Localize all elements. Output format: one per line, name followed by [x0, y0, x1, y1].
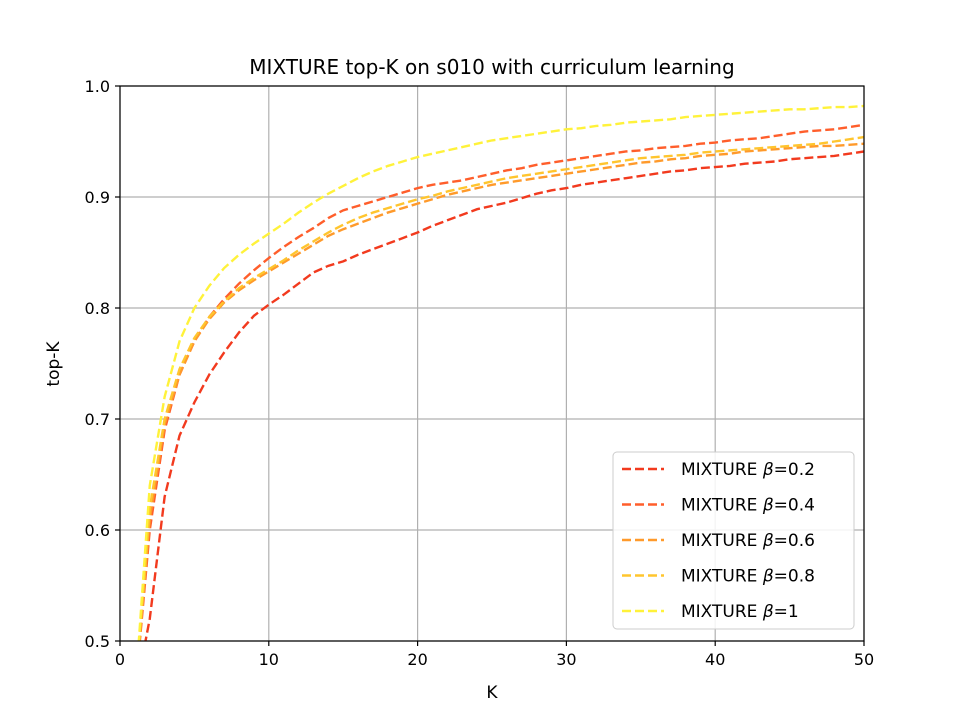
legend-label-param: β [762, 602, 774, 622]
legend-label-prefix: MIXTURE [681, 567, 763, 587]
y-tick-label: 0.5 [85, 632, 110, 651]
y-tick-label: 0.9 [85, 188, 110, 207]
legend-label: MIXTURE β=0.6 [681, 531, 815, 551]
legend-label-prefix: MIXTURE [681, 531, 763, 551]
x-tick-label: 10 [259, 650, 279, 669]
legend-label-prefix: MIXTURE [681, 496, 763, 516]
legend-item: MIXTURE β=0.4 [622, 496, 815, 516]
legend-label-prefix: MIXTURE [681, 602, 763, 622]
y-tick-label: 0.7 [85, 410, 110, 429]
x-tick-label: 20 [407, 650, 427, 669]
legend-item: MIXTURE β=0.8 [622, 567, 815, 587]
chart-title: MIXTURE top-K on s010 with curriculum le… [249, 55, 734, 79]
series-line-beta-1 [137, 104, 864, 641]
legend-label-value: =0.4 [774, 496, 815, 516]
series-line-beta-0-2 [144, 150, 864, 641]
legend-label-value: =0.8 [774, 567, 815, 587]
legend-label-param: β [762, 496, 774, 516]
legend-label-value: =0.2 [774, 460, 815, 480]
legend-label: MIXTURE β=0.4 [681, 496, 815, 516]
y-axis: 0.5 0.6 0.7 0.8 0.9 1.0 [85, 77, 120, 651]
legend-item: MIXTURE β=0.6 [622, 531, 815, 551]
legend-label-value: =1 [774, 602, 799, 622]
plot-area [137, 104, 864, 641]
y-tick-label: 0.6 [85, 521, 110, 540]
axes-frame [119, 85, 865, 642]
legend-label-prefix: MIXTURE [681, 460, 763, 480]
legend-item: MIXTURE β=1 [622, 602, 799, 622]
x-tick-label: 40 [705, 650, 725, 669]
legend-label-param: β [762, 531, 774, 551]
legend-label-param: β [762, 460, 774, 480]
legend-item: MIXTURE β=0.2 [622, 460, 815, 480]
x-tick-label: 30 [556, 650, 576, 669]
x-tick-label: 0 [115, 650, 125, 669]
x-axis-label: K [486, 683, 498, 703]
x-axis: 0 10 20 30 40 50 [115, 641, 874, 669]
legend-label: MIXTURE β=0.8 [681, 567, 815, 587]
y-tick-label: 1.0 [85, 77, 110, 96]
legend-label-value: =0.6 [774, 531, 815, 551]
series-line-beta-0-4 [138, 123, 864, 641]
y-tick-label: 0.8 [85, 299, 110, 318]
legend-label-param: β [762, 567, 774, 587]
y-axis-label: top-K [44, 341, 64, 387]
series-line-beta-0-8 [138, 135, 864, 641]
legend-label: MIXTURE β=1 [681, 602, 799, 622]
legend-box [612, 451, 855, 630]
legend-label: MIXTURE β=0.2 [681, 460, 815, 480]
x-tick-label: 50 [854, 650, 874, 669]
